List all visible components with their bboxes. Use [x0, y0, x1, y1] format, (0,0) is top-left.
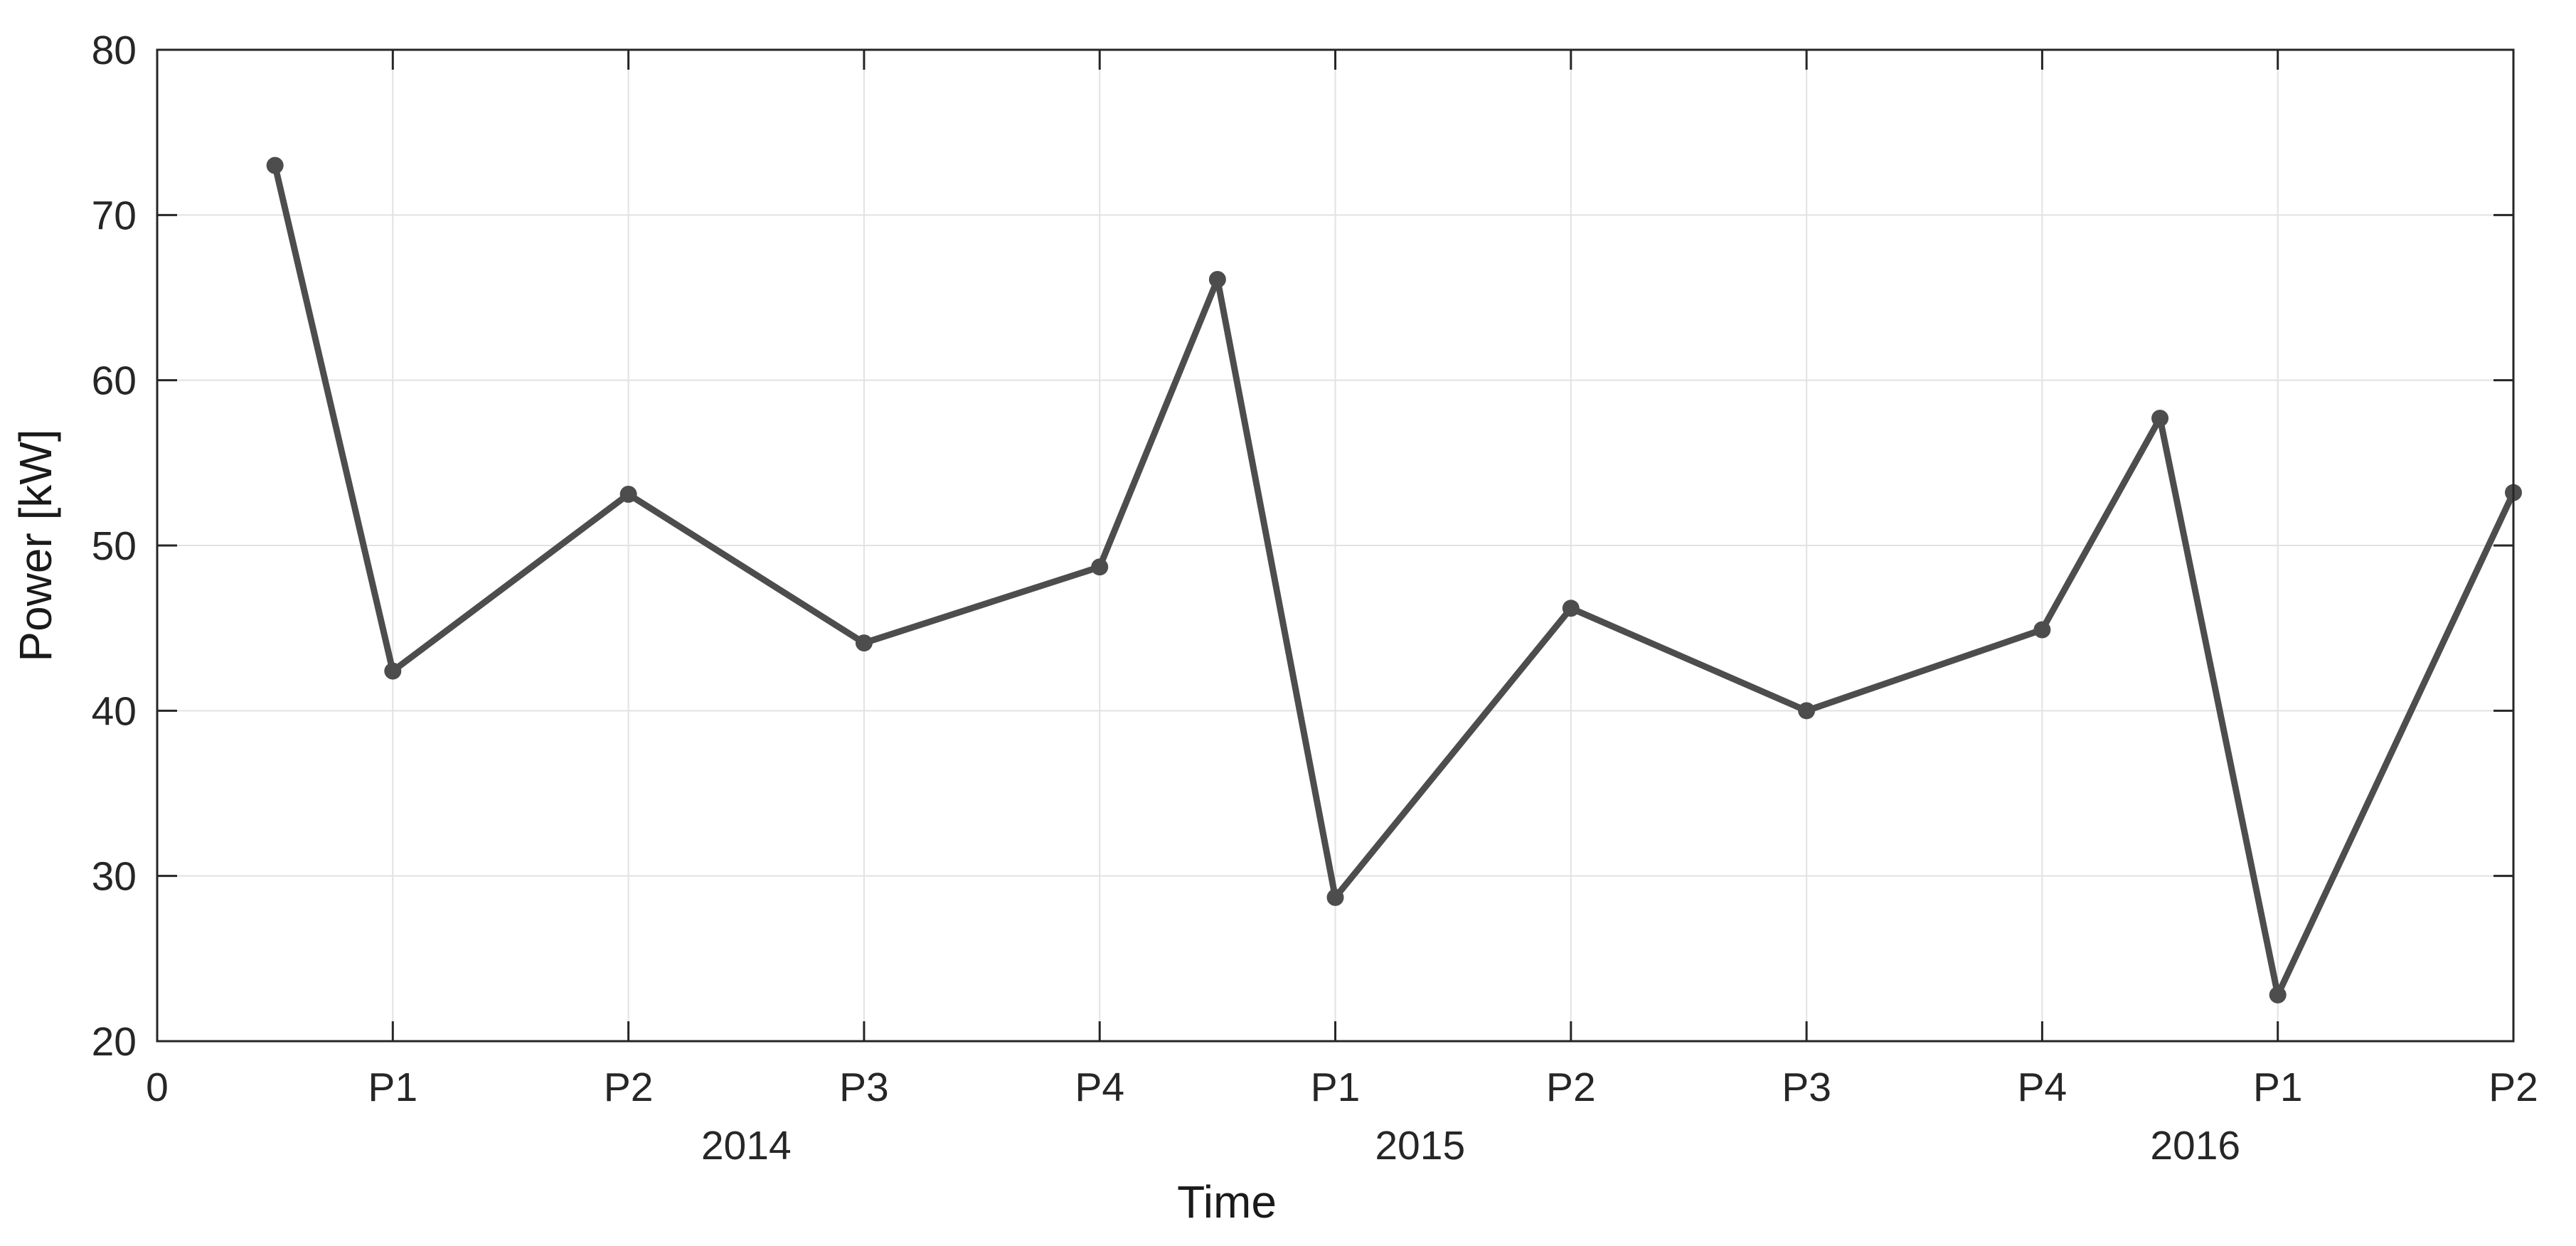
series-layer	[266, 156, 2522, 1003]
y-tick-label: 70	[92, 193, 137, 238]
y-tick-label: 30	[92, 854, 137, 900]
frame-layer	[156, 48, 2515, 1043]
x-tick-label: P1	[2253, 1065, 2303, 1110]
data-point-marker	[2269, 986, 2287, 1003]
y-tick-label: 20	[92, 1019, 137, 1065]
data-point-marker	[1326, 888, 1344, 906]
x-tick-label: P1	[1311, 1065, 1361, 1110]
series-line	[272, 162, 2517, 999]
x-tick-label: P3	[1782, 1065, 1831, 1110]
x-tick-label: 0	[146, 1065, 169, 1110]
data-point-marker	[1798, 702, 1816, 720]
data-point-marker	[266, 156, 284, 174]
year-label: 2014	[701, 1123, 792, 1168]
x-tick-label: P1	[368, 1065, 417, 1110]
x-tick-label: P2	[2489, 1065, 2538, 1110]
y-tick-label: 80	[92, 28, 137, 73]
label-layer: 0 P1 P2 P3 P4 P1 P2 P3 P4 P1 P2 2014 2015 2016 20 30 40 5…	[10, 28, 2538, 1228]
x-tick-label: P3	[839, 1065, 889, 1110]
data-point-marker	[1091, 558, 1109, 576]
x-tick-label: P2	[604, 1065, 654, 1110]
data-point-marker	[855, 634, 873, 652]
data-point-marker	[2151, 410, 2169, 427]
data-point-marker	[384, 662, 402, 680]
x-tick-label: P2	[1546, 1065, 1596, 1110]
x-axis-title: Time	[1177, 1176, 1277, 1228]
y-tick-label: 40	[92, 688, 137, 734]
y-axis-title: Power [kW]	[10, 429, 61, 661]
x-tick-label: P4	[1075, 1065, 1124, 1110]
year-label: 2015	[1375, 1123, 1465, 1168]
x-tick-label: P4	[2018, 1065, 2067, 1110]
year-label: 2016	[2150, 1123, 2240, 1168]
y-tick-label: 60	[92, 358, 137, 404]
data-point-marker	[2033, 621, 2051, 639]
y-tick-label: 50	[92, 523, 137, 569]
data-point-marker	[1562, 600, 1580, 617]
data-point-marker	[1208, 270, 1226, 288]
data-point-marker	[619, 485, 637, 503]
